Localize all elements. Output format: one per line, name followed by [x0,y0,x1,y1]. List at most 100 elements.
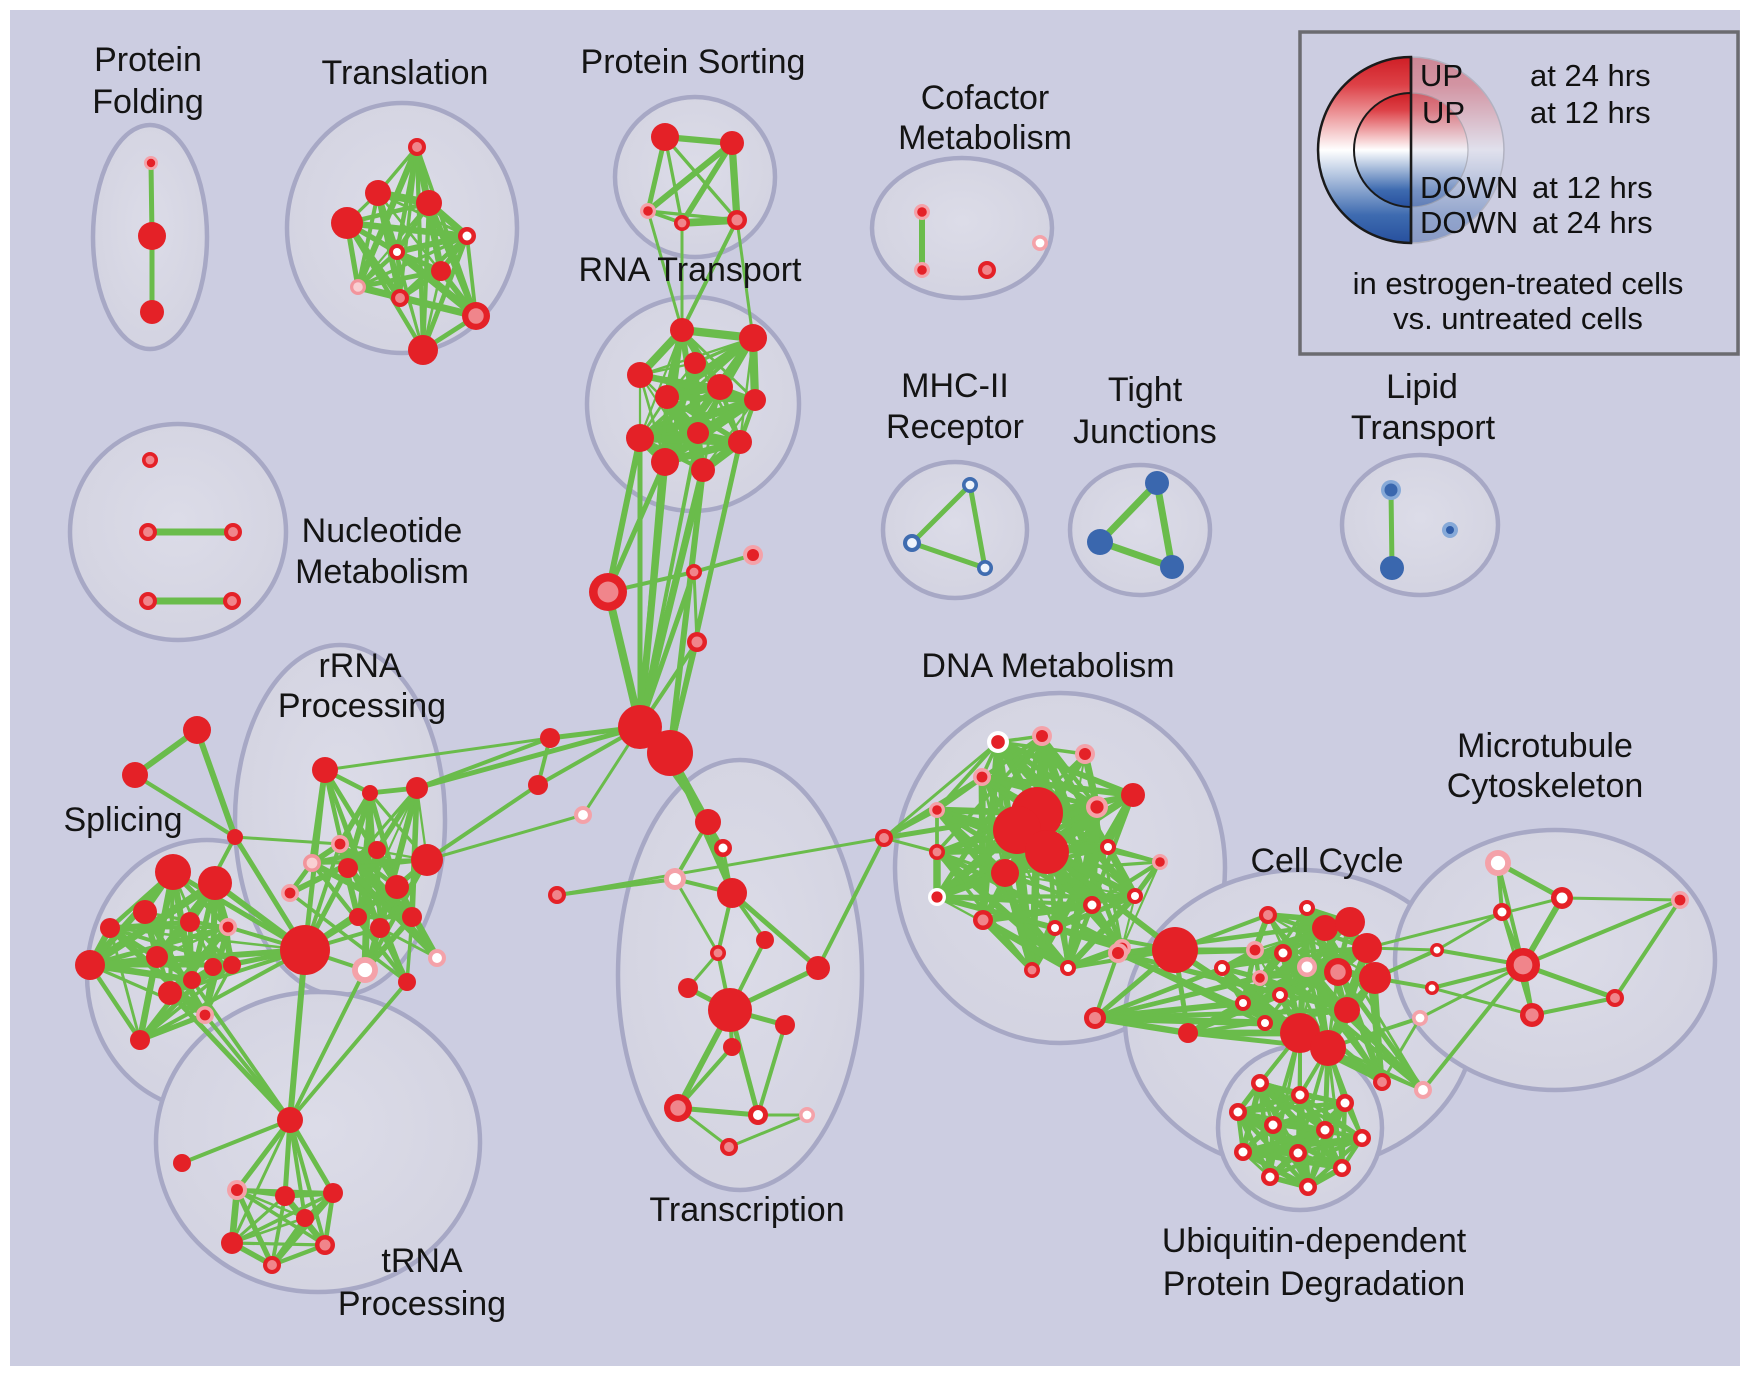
network-edge [1421,963,1525,1092]
network-edge [646,209,684,332]
network-node [385,875,409,899]
network-node-center [879,833,889,843]
network-edge [673,877,720,955]
network-edge [692,553,755,574]
network-node [277,1107,303,1133]
network-edge [138,948,307,1042]
node-layer [75,123,1689,1274]
network-node-center [802,1110,812,1120]
network-node [626,424,654,452]
network-node-center [1233,1107,1243,1117]
network-node-center [917,207,927,217]
network-node [651,123,679,151]
network-node-center [1415,1013,1425,1023]
network-node [695,809,721,835]
network-node [312,757,338,783]
network-edge [288,968,367,1122]
network-edge [1172,947,1303,1036]
cluster-label-trna-processing: tRNA [381,1242,463,1280]
network-edge [729,890,821,971]
network-node-center [412,142,422,152]
network-edge [978,773,1137,799]
network-edge [425,813,585,862]
network-edge [233,835,342,846]
network-node [1310,1030,1346,1066]
network-node [991,859,1019,887]
cluster-ellipse-lipid-transport [1339,452,1501,598]
network-node-center [597,581,619,603]
cluster-label-cofactor-metabolism: Cofactor [921,79,1050,117]
network-node [408,335,438,365]
network-edge [1560,896,1682,902]
network-node [723,1038,741,1056]
network-node-center [1301,961,1313,973]
network-edge [1304,964,1426,1093]
network-node [647,730,693,776]
network-edge [1001,869,1036,974]
cluster-ellipse-transcription [615,757,865,1193]
network-node [204,958,222,976]
network-edge [663,135,684,225]
network-node [198,866,232,900]
cluster-label-cofactor-metabolism: Metabolism [898,119,1072,157]
network-node-center [689,567,699,577]
network-node [155,854,191,890]
legend-time-label: at 12 hrs [1530,95,1651,130]
network-node [227,829,243,845]
network-node [398,973,416,991]
network-node-center [724,1142,734,1152]
cluster-label-rrna-processing: Processing [278,687,446,725]
network-node-center [1051,924,1059,932]
legend-gradient-left-half [1353,91,1412,209]
network-node-center [357,962,373,978]
network-node [411,844,443,876]
cluster-label-lipid-transport: Transport [1351,409,1496,447]
network-node [1280,1013,1320,1053]
network-node [687,422,709,444]
network-node [223,956,241,974]
network-edge [644,139,736,215]
network-node [368,841,386,859]
network-node [280,925,330,975]
network-node-center [976,771,988,783]
network-node-center [222,921,234,933]
network-edge [1268,1031,1302,1179]
network-node-center [1428,984,1436,992]
legend-direction-label: UP [1422,95,1465,130]
network-edge [735,218,755,340]
network-node [775,1015,795,1035]
network-node [130,1030,150,1050]
legend-direction-label: DOWN [1420,170,1518,205]
network-node [180,912,200,932]
network-node-center [691,636,703,648]
cluster-label-protein-folding: Protein [94,41,202,79]
network-edge [167,990,293,1123]
legend-time-label: at 12 hrs [1532,170,1653,205]
network-edge [882,808,939,840]
network-node-center [432,953,442,963]
network-node-center [227,596,237,606]
network-node-center [1249,944,1261,956]
network-node-center [1303,1182,1313,1192]
network-edge [138,955,159,1042]
network-node-center [1112,947,1124,959]
network-edge [882,836,939,854]
network-node-center [319,1239,331,1251]
network-edge [1091,1014,1269,1027]
network-edge [1326,1046,1344,1170]
network-node-center [718,843,728,853]
network-edge [1388,487,1395,571]
network-edge [190,978,292,1122]
cluster-ellipse-tight-junctions [1067,462,1213,598]
network-node-center [1265,1172,1275,1182]
network-edge [1296,1046,1330,1155]
network-node-center [932,805,942,815]
network-node [627,362,653,388]
legend: UP at 24 hrs UP at 12 hrs DOWN at 12 hrs DOWN a… [1298,30,1740,356]
network-node-center [353,282,363,292]
network-node [75,950,105,980]
network-node-center [146,158,156,168]
network-edge [636,371,759,404]
cluster-label-lipid-transport: Lipid [1386,368,1458,406]
network-edge [667,467,706,756]
